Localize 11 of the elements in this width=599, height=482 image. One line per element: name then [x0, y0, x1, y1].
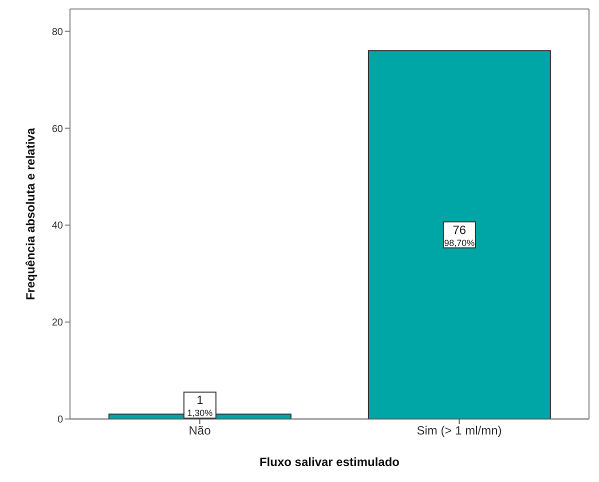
data-label: 76 98,70%	[444, 222, 475, 248]
y-tick-label: 0	[57, 414, 64, 426]
data-label: 1 1,30%	[187, 393, 213, 418]
x-axis-title: Fluxo salivar estimulado	[259, 455, 400, 469]
y-tick-label: 20	[52, 318, 64, 329]
y-tick-label: 40	[52, 220, 64, 232]
y-tick-label: 60	[52, 124, 64, 135]
y-axis-title: Frequência absoluta e relativa	[23, 128, 38, 300]
x-tick-label: Não	[188, 424, 212, 438]
x-tick-label: Sim (> 1 ml/mn)	[416, 424, 502, 438]
y-tick-label: 80	[52, 26, 64, 38]
